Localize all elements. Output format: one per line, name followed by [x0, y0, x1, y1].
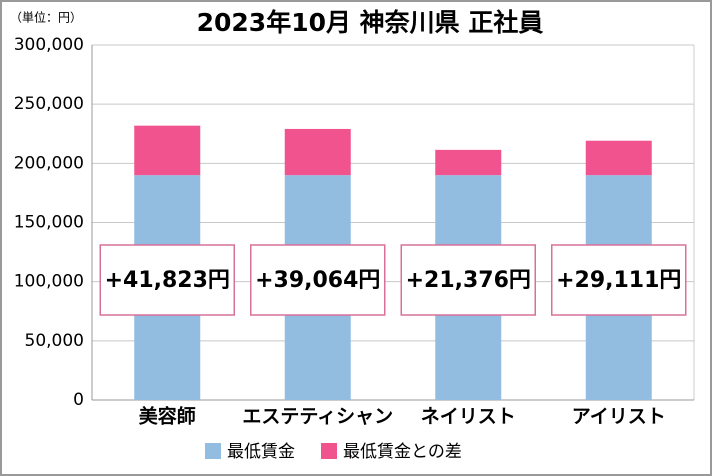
x-tick-label: エステティシャン	[242, 406, 393, 428]
annotation-box	[400, 244, 536, 316]
data-label: +21,376円	[406, 268, 531, 293]
y-tick-label: 300,000	[14, 35, 84, 55]
bar-segment	[435, 149, 502, 176]
y-tick-label: 50,000	[25, 331, 84, 351]
chart-title: 2023年10月 神奈川県 正社員	[197, 8, 544, 37]
y-tick-label: 250,000	[14, 94, 84, 114]
unit-note: （単位：円）	[10, 10, 82, 25]
data-label: +39,064円	[255, 268, 380, 293]
x-tick-label: 美容師	[139, 405, 196, 428]
y-tick-label: 100,000	[14, 272, 84, 292]
legend-swatch	[321, 443, 337, 459]
y-tick-label: 0	[73, 390, 84, 410]
x-tick-label: アイリスト	[572, 406, 666, 428]
data-label: +29,111円	[556, 268, 681, 293]
annotation-box	[551, 244, 687, 316]
bar-segment	[585, 140, 652, 176]
x-tick-label: ネイリスト	[421, 406, 516, 428]
y-tick-label: 200,000	[14, 153, 84, 173]
bar-segment	[284, 128, 351, 176]
legend-label: 最低賃金との差	[343, 442, 462, 462]
bar-segment	[134, 125, 201, 176]
annotation-box	[99, 244, 235, 316]
data-label: +41,823円	[105, 268, 230, 293]
y-tick-label: 150,000	[14, 213, 84, 233]
legend-label: 最低賃金	[227, 442, 295, 462]
legend-swatch	[205, 443, 221, 459]
annotation-box	[250, 244, 386, 316]
